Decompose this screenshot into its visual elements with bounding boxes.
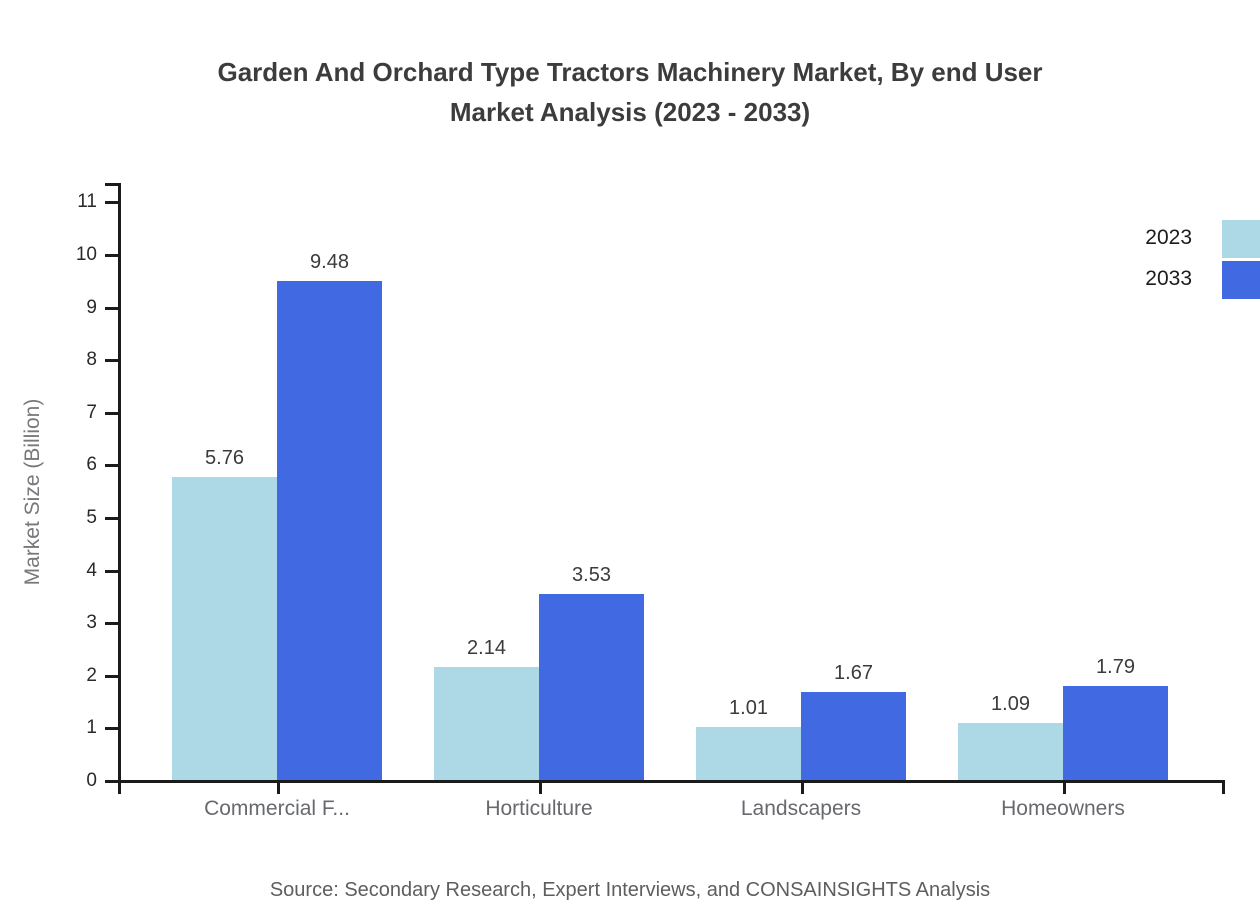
y-axis-tick xyxy=(105,254,118,257)
y-axis-tick xyxy=(105,464,118,467)
value-label: 1.79 xyxy=(1096,656,1135,678)
legend-label-2023: 2023 xyxy=(1145,226,1192,249)
x-axis-tick xyxy=(539,780,542,794)
value-label: 1.01 xyxy=(729,697,768,719)
x-axis-line xyxy=(118,780,1225,783)
x-axis-endcap xyxy=(1222,780,1225,794)
chart-title: Garden And Orchard Type Tractors Machine… xyxy=(0,52,1260,132)
y-axis-tick-label: 8 xyxy=(86,349,97,370)
x-axis-tick xyxy=(1063,780,1066,794)
y-axis-line xyxy=(118,183,121,783)
bar-2023-1 xyxy=(434,667,539,780)
bar-2033-2 xyxy=(801,692,906,780)
y-axis-tick-label: 3 xyxy=(86,612,97,633)
value-label: 9.48 xyxy=(310,251,349,273)
y-axis-tick xyxy=(105,307,118,310)
value-label: 1.09 xyxy=(991,693,1030,715)
x-axis-tick xyxy=(277,780,280,794)
y-axis-tick xyxy=(105,570,118,573)
bar-2033-0 xyxy=(277,281,382,780)
x-category-label: Landscapers xyxy=(740,797,862,820)
y-axis-tick-label: 2 xyxy=(86,665,97,686)
bar-2023-3 xyxy=(958,723,1063,780)
y-axis-tick-label: 5 xyxy=(86,507,97,528)
x-category-label: Homeowners xyxy=(1001,797,1125,820)
y-axis-tick xyxy=(105,727,118,730)
x-axis-tick xyxy=(801,780,804,794)
y-axis-tick-label: 4 xyxy=(86,560,97,581)
bar-2033-1 xyxy=(539,594,644,780)
y-axis-tick-label: 10 xyxy=(75,244,97,265)
y-axis-tick xyxy=(105,780,118,783)
bar-2023-2 xyxy=(696,727,801,780)
y-axis-tick-label: 9 xyxy=(86,297,97,318)
chart-title-line2: Market Analysis (2023 - 2033) xyxy=(449,97,811,127)
x-category-label: Horticulture xyxy=(485,797,593,820)
y-axis-tick xyxy=(105,201,118,204)
y-axis-tick-label: 11 xyxy=(77,191,97,212)
y-axis-tick-label: 6 xyxy=(86,454,97,475)
chart-title-line1: Garden And Orchard Type Tractors Machine… xyxy=(217,57,1043,87)
value-label: 2.14 xyxy=(467,637,506,659)
y-axis-tick xyxy=(105,622,118,625)
y-axis-tick-label: 7 xyxy=(86,402,97,423)
y-axis-tick xyxy=(105,675,118,678)
value-label: 5.76 xyxy=(205,447,244,469)
x-category-label: Commercial F... xyxy=(204,797,350,820)
source-note: Source: Secondary Research, Expert Inter… xyxy=(269,879,991,901)
bar-2023-0 xyxy=(172,477,277,780)
y-axis-tick xyxy=(105,359,118,362)
y-axis-tick-label: 1 xyxy=(86,717,97,738)
y-axis-endcap xyxy=(105,183,118,186)
y-axis-tick xyxy=(105,517,118,520)
legend-swatch-2033 xyxy=(1222,261,1260,299)
bar-2033-3 xyxy=(1063,686,1168,780)
value-label: 1.67 xyxy=(834,662,873,684)
y-axis-tick-label: 0 xyxy=(86,770,97,791)
legend-swatch-2023 xyxy=(1222,220,1260,258)
legend-label-2033: 2033 xyxy=(1145,267,1192,290)
y-axis-tick xyxy=(105,412,118,415)
value-label: 3.53 xyxy=(572,564,611,586)
x-axis-tick xyxy=(118,780,121,794)
